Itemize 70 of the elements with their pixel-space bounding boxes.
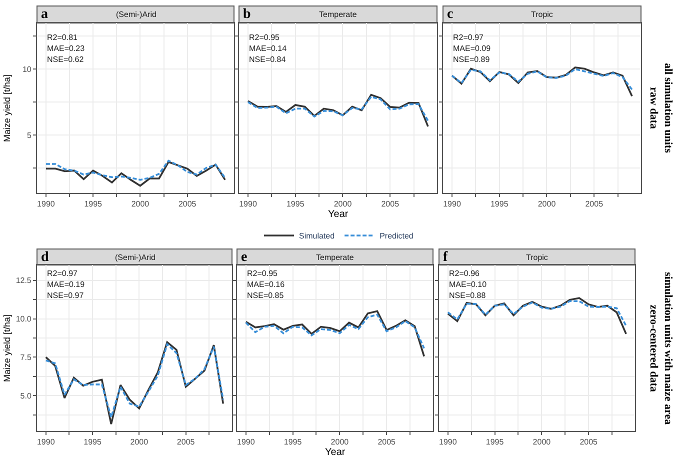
chart-title: (Semi-)Arid bbox=[115, 253, 156, 262]
annotation: NSE=0.62 bbox=[47, 55, 84, 64]
x-axis-title: Year bbox=[325, 447, 346, 458]
line-series bbox=[45, 161, 226, 187]
x-tick-label: 2000 bbox=[131, 200, 150, 209]
x-tick-label: 1995 bbox=[284, 438, 302, 447]
chart-title: (Semi-)Arid bbox=[116, 10, 156, 19]
x-axis-title: Year bbox=[328, 209, 349, 220]
x-tick-label: 1990 bbox=[439, 438, 458, 447]
line-series bbox=[45, 160, 226, 181]
x-tick-label: 2000 bbox=[130, 438, 149, 447]
annotation: MAE=0.09 bbox=[453, 44, 492, 53]
x-tick-label: 2005 bbox=[378, 438, 396, 447]
y-tick-label: 10.0 bbox=[16, 314, 32, 324]
x-tick-label: 2000 bbox=[532, 438, 552, 447]
text: d bbox=[41, 250, 49, 265]
annotation: NSE=0.85 bbox=[247, 291, 284, 300]
y-tick-label: 5.0 bbox=[20, 391, 32, 400]
text: b bbox=[243, 7, 251, 22]
annotation: NSE=0.97 bbox=[47, 291, 84, 300]
x-tick-label: 1990 bbox=[37, 200, 56, 209]
y-tick-label: 10 bbox=[22, 64, 32, 74]
annotation: MAE=0.19 bbox=[47, 280, 86, 289]
x-tick-label: 1990 bbox=[237, 438, 256, 447]
legend-label: Simulated bbox=[299, 232, 335, 241]
annotation: MAE=0.14 bbox=[249, 44, 288, 53]
annotation: MAE=0.23 bbox=[47, 44, 86, 53]
text: e bbox=[241, 250, 248, 265]
chart-title: Temperate bbox=[316, 253, 354, 262]
y-tick-label: 12.5 bbox=[16, 276, 32, 286]
x-tick-label: 1990 bbox=[443, 200, 462, 209]
annotation: R2=0.96 bbox=[449, 269, 480, 278]
y-axis-title: Maize yield [t/ha] bbox=[2, 74, 12, 142]
annotation: R2=0.81 bbox=[47, 33, 78, 42]
y-axis-title: Maize yield [t/ha] bbox=[2, 314, 12, 382]
x-tick-label: 2000 bbox=[330, 438, 350, 447]
chart-title: Temperate bbox=[319, 10, 358, 19]
annotation: NSE=0.89 bbox=[453, 55, 490, 64]
x-tick-label: 1995 bbox=[490, 200, 509, 209]
text: simulation units with maize area zero-centered data bbox=[648, 272, 674, 426]
annotation: R2=0.97 bbox=[453, 33, 484, 42]
text: c bbox=[447, 7, 454, 22]
x-tick-label: 1995 bbox=[84, 438, 102, 447]
x-tick-label: 1995 bbox=[286, 200, 305, 209]
x-tick-label: 2005 bbox=[176, 438, 196, 447]
text: a bbox=[41, 7, 48, 22]
annotation: R2=0.95 bbox=[249, 33, 280, 42]
x-tick-label: 2005 bbox=[178, 200, 197, 209]
x-tick-label: 1990 bbox=[239, 200, 258, 209]
annotation: R2=0.95 bbox=[247, 269, 278, 278]
legend-label: Predicted bbox=[380, 232, 414, 241]
x-tick-label: 1995 bbox=[486, 438, 504, 447]
x-tick-label: 2005 bbox=[580, 438, 598, 447]
x-tick-label: 2005 bbox=[585, 200, 604, 209]
x-tick-label: 1990 bbox=[36, 438, 56, 447]
chart-title: Tropic bbox=[526, 253, 548, 262]
chart-title: Tropic bbox=[531, 10, 553, 19]
text: all simulation units raw data bbox=[648, 63, 674, 154]
annotation: R2=0.97 bbox=[47, 269, 78, 278]
x-tick-label: 2005 bbox=[381, 200, 400, 209]
annotation: MAE=0.16 bbox=[247, 280, 286, 289]
x-tick-label: 1995 bbox=[84, 200, 103, 209]
annotation: NSE=0.84 bbox=[249, 55, 286, 64]
annotation: NSE=0.88 bbox=[449, 291, 486, 300]
text: f bbox=[443, 250, 448, 265]
y-tick-label: 7.5 bbox=[20, 353, 32, 362]
annotation: MAE=0.10 bbox=[449, 280, 488, 289]
x-tick-label: 2000 bbox=[334, 200, 352, 209]
y-tick-label: 5 bbox=[26, 130, 32, 140]
x-tick-label: 2000 bbox=[538, 200, 556, 209]
